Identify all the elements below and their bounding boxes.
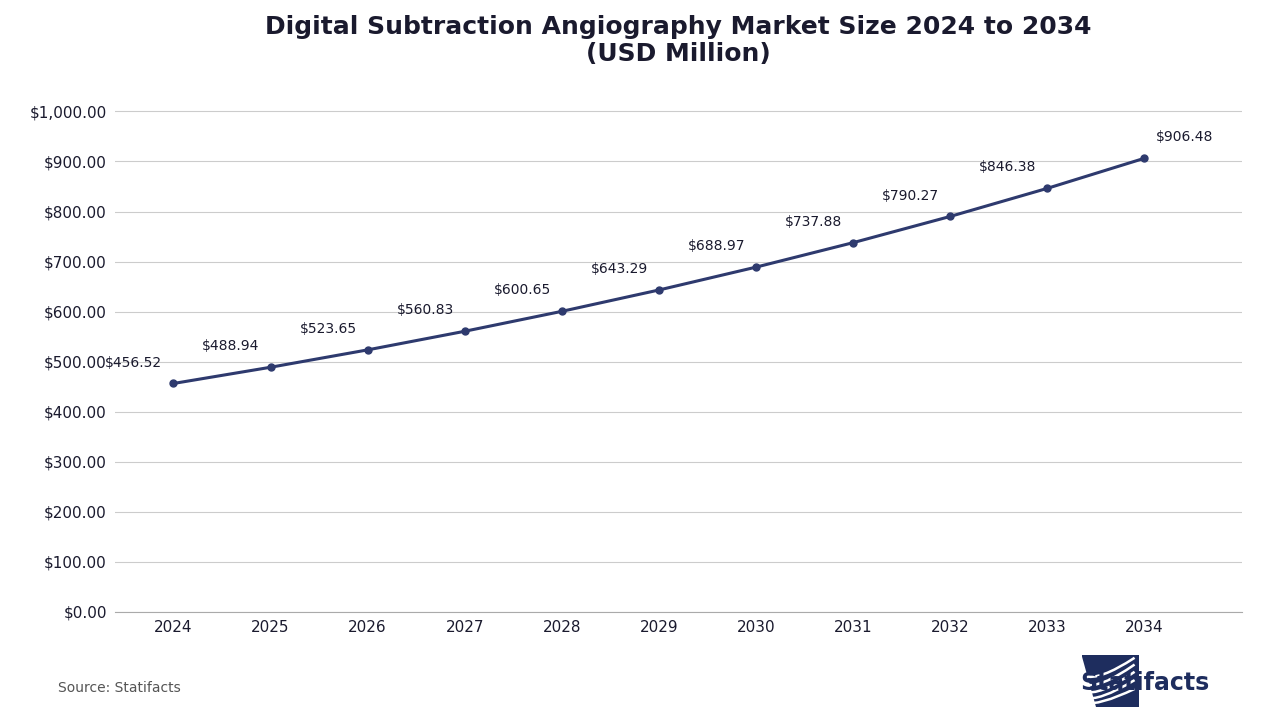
Text: $600.65: $600.65	[494, 284, 550, 297]
Text: $488.94: $488.94	[202, 339, 260, 354]
Text: Source: Statifacts: Source: Statifacts	[58, 680, 180, 695]
Text: Statifacts: Statifacts	[1080, 670, 1210, 695]
Text: $906.48: $906.48	[1156, 130, 1213, 144]
Text: $846.38: $846.38	[979, 161, 1037, 174]
Text: $456.52: $456.52	[105, 356, 163, 369]
Text: $737.88: $737.88	[785, 215, 842, 229]
Text: $790.27: $790.27	[882, 189, 940, 202]
Polygon shape	[1082, 655, 1096, 707]
Title: Digital Subtraction Angiography Market Size 2024 to 2034
(USD Million): Digital Subtraction Angiography Market S…	[265, 14, 1092, 66]
Text: $523.65: $523.65	[300, 322, 357, 336]
Text: $688.97: $688.97	[687, 239, 745, 253]
Text: $643.29: $643.29	[590, 262, 648, 276]
FancyBboxPatch shape	[1082, 655, 1139, 707]
Text: $560.83: $560.83	[397, 303, 453, 318]
